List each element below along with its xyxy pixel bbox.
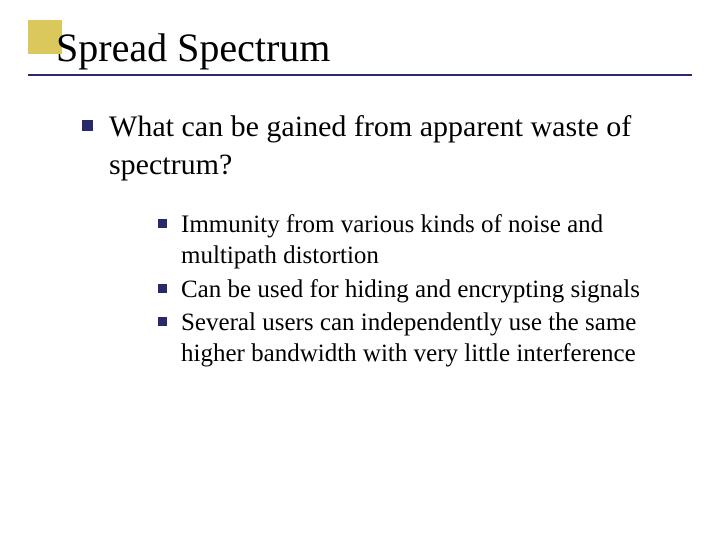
bullet-lvl2: Can be used for hiding and encrypting si… xyxy=(158,274,680,305)
square-bullet-icon xyxy=(158,317,167,326)
bullet-lvl2: Several users can independently use the … xyxy=(158,307,680,370)
lvl2-list: Immunity from various kinds of noise and… xyxy=(158,209,680,369)
square-bullet-icon xyxy=(158,284,167,293)
lvl2-text: Can be used for hiding and encrypting si… xyxy=(181,274,640,305)
square-bullet-icon xyxy=(82,120,93,131)
lvl2-text: Immunity from various kinds of noise and… xyxy=(181,209,680,272)
slide: Spread Spectrum What can be gained from … xyxy=(0,0,720,540)
title-wrap: Spread Spectrum xyxy=(56,26,680,70)
lvl1-text: What can be gained from apparent waste o… xyxy=(109,108,680,183)
title-underline xyxy=(28,74,692,76)
square-bullet-icon xyxy=(158,219,167,228)
bullet-lvl2: Immunity from various kinds of noise and… xyxy=(158,209,680,272)
slide-title: Spread Spectrum xyxy=(56,26,680,70)
lvl2-text: Several users can independently use the … xyxy=(181,307,680,370)
bullet-lvl1: What can be gained from apparent waste o… xyxy=(82,108,680,183)
